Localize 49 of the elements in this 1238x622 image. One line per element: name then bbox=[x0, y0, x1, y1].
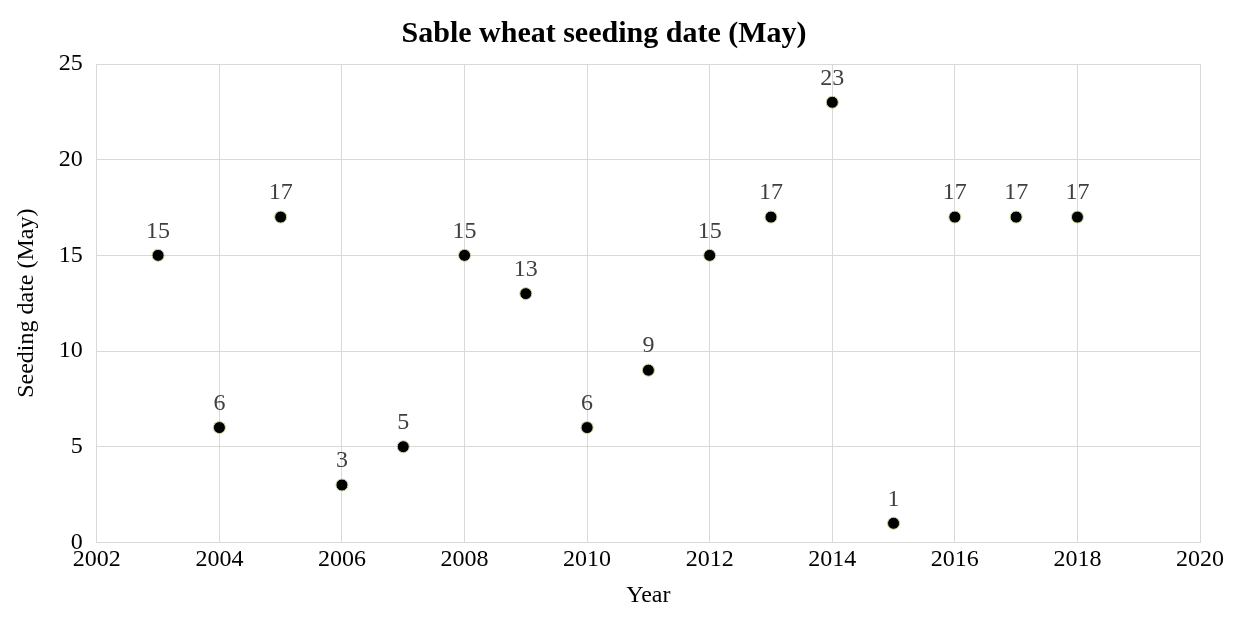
point bbox=[764, 210, 778, 224]
x-tick-label: 2020 bbox=[1176, 545, 1224, 572]
point bbox=[519, 287, 533, 301]
data-label: 5 bbox=[397, 408, 410, 435]
data-label: 15 bbox=[146, 216, 171, 243]
y-tick-label: 10 bbox=[58, 336, 83, 363]
x-tick-label: 2016 bbox=[930, 545, 979, 572]
data-label: 23 bbox=[820, 63, 845, 90]
x-tick-label: 2012 bbox=[685, 545, 734, 572]
point bbox=[335, 478, 349, 492]
data-label: 9 bbox=[642, 331, 655, 358]
x-tick-label: 2008 bbox=[440, 545, 489, 572]
x-tick-label: 2014 bbox=[808, 545, 857, 572]
point bbox=[887, 516, 901, 530]
point bbox=[396, 440, 410, 454]
data-label: 3 bbox=[335, 446, 348, 473]
y-tick-label: 25 bbox=[58, 49, 83, 76]
chart-title: Sable wheat seeding date (May) bbox=[401, 14, 807, 49]
data-label: 6 bbox=[581, 388, 594, 415]
x-axis-title: Year bbox=[626, 580, 671, 607]
y-tick-label: 20 bbox=[58, 144, 83, 171]
point bbox=[703, 248, 717, 262]
data-label: 15 bbox=[697, 216, 722, 243]
x-tick-label: 2006 bbox=[317, 545, 366, 572]
data-label: 17 bbox=[268, 178, 293, 205]
point bbox=[1070, 210, 1084, 224]
point bbox=[151, 248, 165, 262]
data-label: 1 bbox=[887, 484, 900, 511]
point bbox=[274, 210, 288, 224]
data-label: 17 bbox=[942, 178, 967, 205]
point bbox=[458, 248, 472, 262]
point bbox=[580, 421, 594, 435]
x-tick-label: 2018 bbox=[1053, 545, 1102, 572]
y-tick-label: 15 bbox=[58, 240, 83, 267]
point bbox=[948, 210, 962, 224]
data-label: 6 bbox=[213, 388, 226, 415]
data-label: 17 bbox=[758, 178, 783, 205]
x-tick-label: 2010 bbox=[563, 545, 612, 572]
data-label: 17 bbox=[1065, 178, 1090, 205]
point bbox=[1009, 210, 1023, 224]
point bbox=[825, 95, 839, 109]
point bbox=[641, 363, 655, 377]
x-tick-label: 2004 bbox=[195, 545, 244, 572]
y-axis-title: Seeding date (May) bbox=[11, 208, 38, 398]
data-label: 13 bbox=[513, 254, 538, 281]
data-label: 17 bbox=[1004, 178, 1029, 205]
y-tick-label: 5 bbox=[70, 432, 83, 459]
data-label: 15 bbox=[452, 216, 477, 243]
point bbox=[212, 421, 226, 435]
